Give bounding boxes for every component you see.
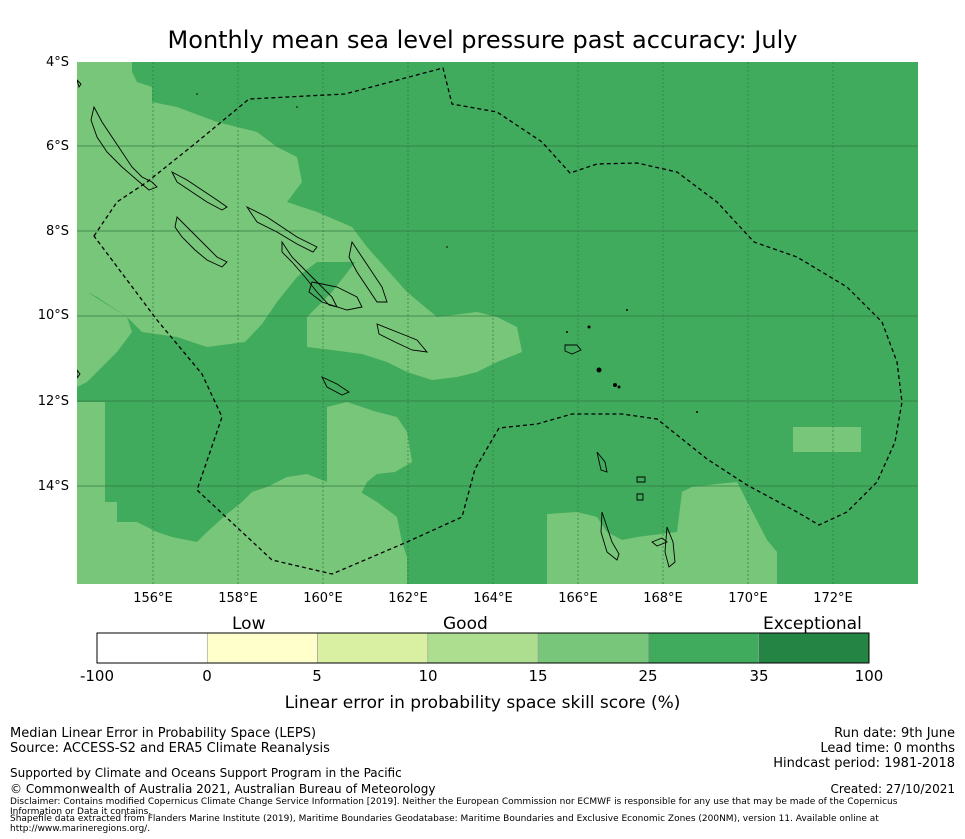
- footer-shapefile: Shapefile data extracted from Flanders M…: [10, 814, 879, 834]
- lon-label: 156°E: [133, 591, 173, 606]
- lon-label: 164°E: [473, 591, 513, 606]
- colorbar-category-good: Good: [443, 614, 488, 634]
- footer-support: Supported by Climate and Oceans Support …: [10, 766, 402, 780]
- footer-disclaimer: Disclaimer: Contains modified Copernicus…: [10, 797, 898, 817]
- colorbar-swatch: [206, 632, 318, 664]
- colorbar-swatches: [96, 632, 870, 664]
- lon-label: 172°E: [813, 591, 853, 606]
- lat-label: 4°S: [45, 55, 69, 70]
- colorbar-tick: 35: [749, 667, 769, 685]
- colorbar-tick: 15: [528, 667, 548, 685]
- skill-map: [77, 62, 918, 584]
- lon-label: 170°E: [728, 591, 768, 606]
- colorbar-tick: -100: [79, 667, 115, 685]
- colorbar-swatch: [758, 632, 870, 664]
- footer-source: Source: ACCESS-S2 and ERA5 Climate Reana…: [10, 741, 330, 756]
- colorbar: [96, 632, 870, 664]
- lat-label: 8°S: [45, 224, 69, 239]
- lon-label: 158°E: [218, 591, 258, 606]
- small-islands: [196, 93, 698, 413]
- coastlines: [77, 79, 676, 568]
- colorbar-swatch: [427, 632, 539, 664]
- footer-lead-time: Lead time: 0 months: [820, 741, 955, 756]
- map-title: Monthly mean sea level pressure past acc…: [167, 26, 798, 54]
- footer-copyright: © Commonwealth of Australia 2021, Austra…: [10, 782, 436, 796]
- lon-label: 160°E: [303, 591, 343, 606]
- footer-run-date: Run date: 9th June: [834, 726, 955, 741]
- colorbar-tick: 100: [854, 667, 884, 685]
- colorbar-category-exceptional: Exceptional: [763, 614, 862, 634]
- colorbar-swatch: [317, 632, 429, 664]
- colorbar-tick: 0: [202, 667, 212, 685]
- footer-hindcast: Hindcast period: 1981-2018: [773, 756, 955, 771]
- colorbar-swatch: [96, 632, 208, 664]
- lon-label: 166°E: [558, 591, 598, 606]
- lat-label: 14°S: [37, 479, 69, 494]
- footer-leps: Median Linear Error in Probability Space…: [10, 726, 317, 741]
- lat-label: 6°S: [45, 139, 69, 154]
- colorbar-title: Linear error in probability space skill …: [284, 693, 681, 713]
- eez-boundary: [93, 67, 903, 575]
- graticule: [77, 62, 918, 584]
- colorbar-tick: 10: [418, 667, 438, 685]
- colorbar-tick: 25: [638, 667, 658, 685]
- colorbar-tick: 5: [312, 667, 322, 685]
- colorbar-swatch: [537, 632, 649, 664]
- colorbar-category-low: Low: [232, 614, 266, 634]
- lon-label: 168°E: [643, 591, 683, 606]
- lat-label: 10°S: [37, 308, 69, 323]
- lat-label: 12°S: [37, 394, 69, 409]
- lon-label: 162°E: [388, 591, 428, 606]
- footer-created: Created: 27/10/2021: [830, 782, 955, 796]
- colorbar-swatch: [648, 632, 760, 664]
